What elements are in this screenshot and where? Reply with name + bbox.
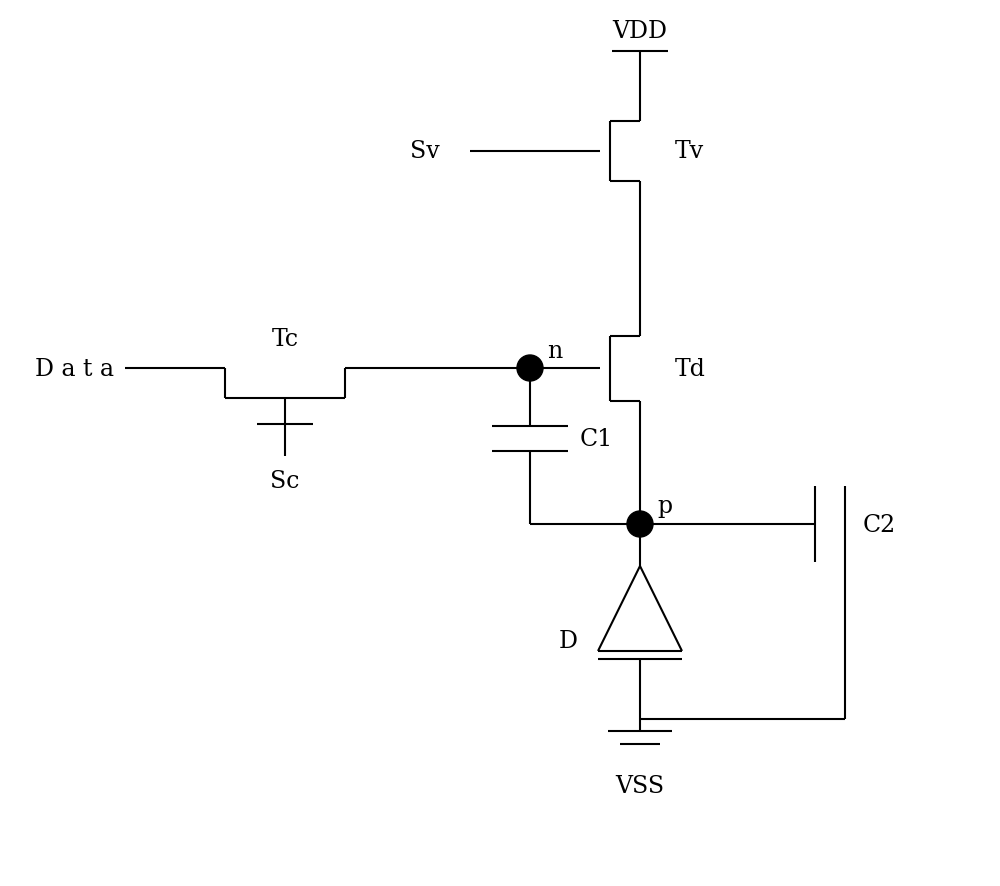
Text: D: D: [559, 630, 578, 653]
Text: n: n: [547, 339, 562, 362]
Text: VSS: VSS: [615, 774, 665, 797]
Circle shape: [627, 511, 653, 538]
Text: Sv: Sv: [410, 140, 440, 163]
Text: Sc: Sc: [270, 470, 300, 493]
Text: p: p: [657, 495, 672, 518]
Text: Tc: Tc: [272, 327, 299, 350]
Text: C1: C1: [580, 428, 613, 450]
Text: C2: C2: [863, 513, 896, 536]
Text: Td: Td: [675, 358, 706, 381]
Text: D a t a: D a t a: [35, 357, 114, 380]
Text: VDD: VDD: [612, 20, 668, 43]
Text: Tv: Tv: [675, 140, 704, 163]
Circle shape: [517, 355, 543, 382]
